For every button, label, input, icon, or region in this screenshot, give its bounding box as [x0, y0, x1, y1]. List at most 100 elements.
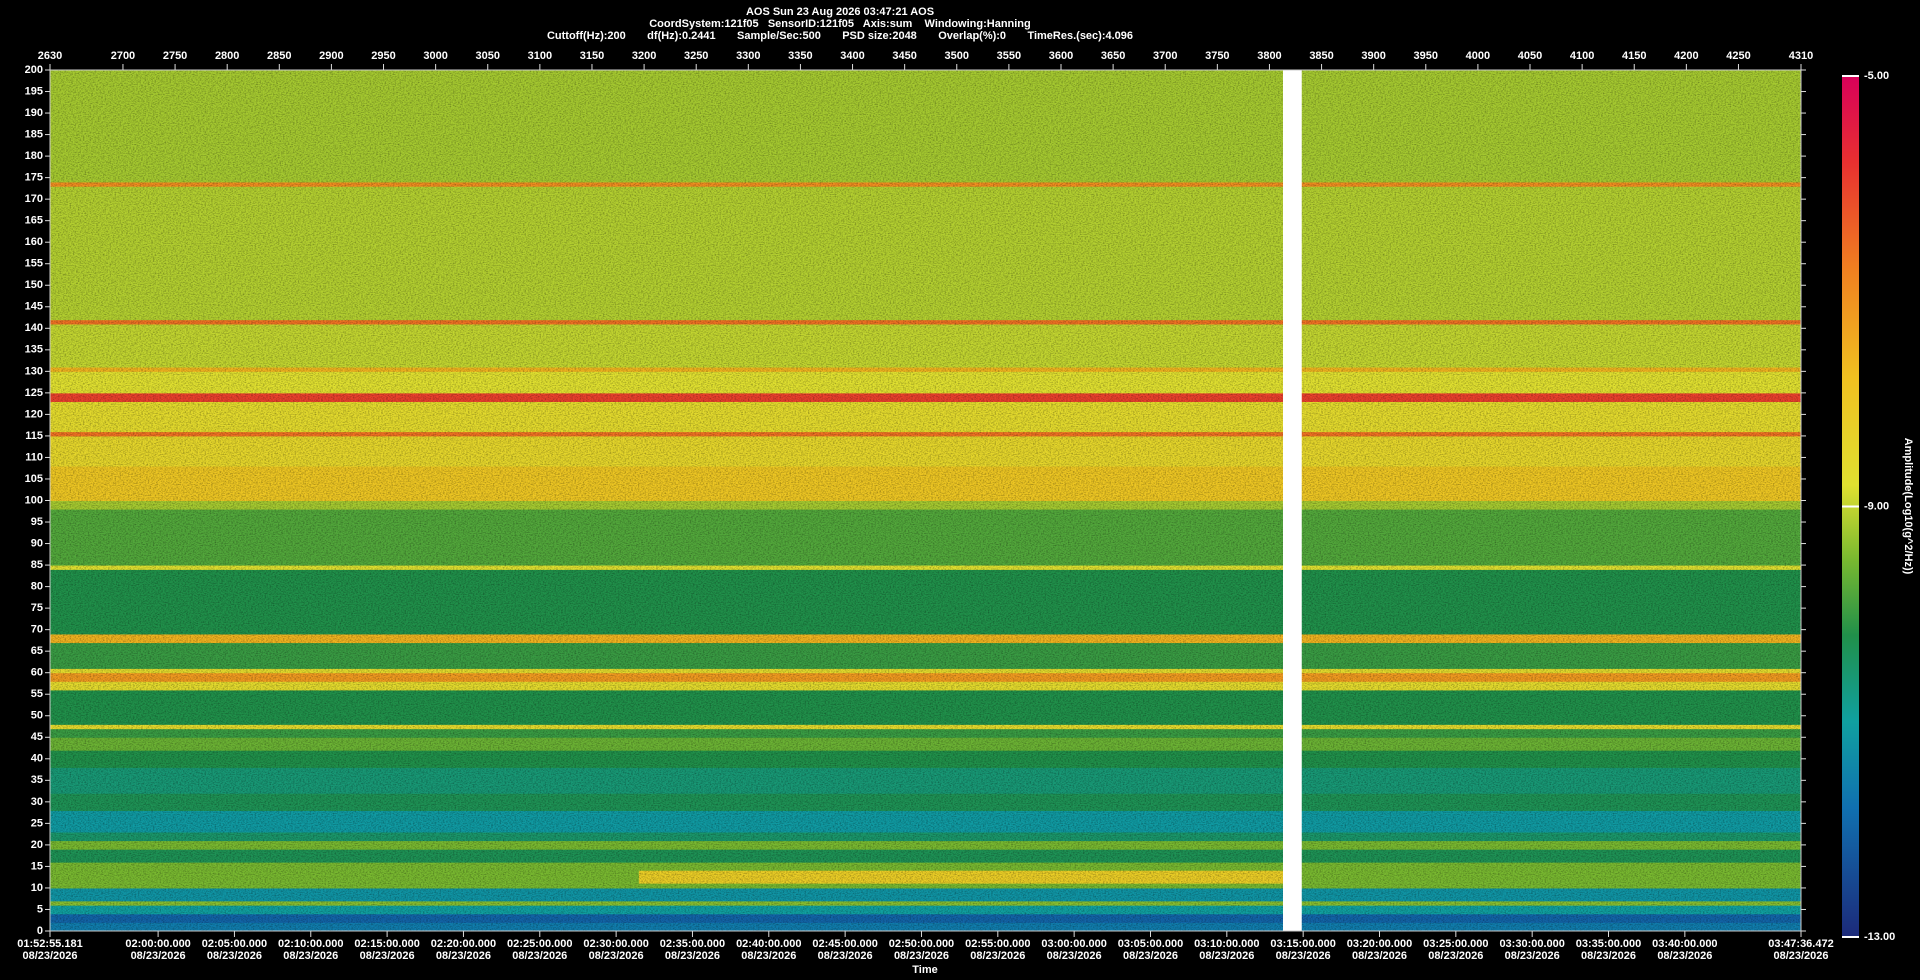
time-tick-date: 08/23/2026: [22, 950, 77, 962]
time-tick-date: 08/23/2026: [665, 950, 720, 962]
time-tick-label: 03:15:00.000: [1270, 938, 1335, 950]
y-tick-label: 105: [25, 473, 43, 485]
time-tick-label: 03:25:00.000: [1423, 938, 1488, 950]
y-tick-label: 165: [25, 215, 43, 227]
x-tick-label: 4150: [1622, 50, 1646, 62]
x-tick-label: 4250: [1726, 50, 1750, 62]
time-tick-date: 08/23/2026: [1505, 950, 1560, 962]
x-tick-label: 3200: [632, 50, 656, 62]
x-tick-label: 4310: [1789, 50, 1813, 62]
y-tick-label: 45: [31, 731, 43, 743]
x-tick-label: 3850: [1309, 50, 1333, 62]
x-tick-label: 3500: [945, 50, 969, 62]
x-tick-label: 3300: [736, 50, 760, 62]
y-tick-label: 150: [25, 279, 43, 291]
time-tick-label: 02:35:00.000: [660, 938, 725, 950]
y-tick-label: 155: [25, 258, 43, 270]
time-tick-date: 08/23/2026: [512, 950, 567, 962]
time-tick-date: 08/23/2026: [1657, 950, 1712, 962]
subtitle: CoordSystem:121f05 SensorID:121f05 Axis:…: [649, 18, 1031, 30]
time-tick-label: 02:20:00.000: [431, 938, 496, 950]
time-tick-label: 03:35:00.000: [1576, 938, 1641, 950]
x-tick-label: 2900: [319, 50, 343, 62]
time-tick-date: 08/23/2026: [436, 950, 491, 962]
y-tick-label: 35: [31, 774, 43, 786]
x-tick-label: 3000: [423, 50, 447, 62]
x-tick-label: 2950: [371, 50, 395, 62]
y-tick-label: 100: [25, 494, 43, 506]
y-tick-label: 5: [37, 903, 43, 915]
y-tick-label: 25: [31, 817, 43, 829]
colorbar-tick-label: -13.00: [1864, 931, 1895, 943]
x-tick-label: 3550: [997, 50, 1021, 62]
y-tick-label: 95: [31, 516, 43, 528]
time-tick-date: 08/23/2026: [1047, 950, 1102, 962]
time-tick-date: 08/23/2026: [1276, 950, 1331, 962]
x-tick-label: 3950: [1414, 50, 1438, 62]
time-tick-label: 03:47:36.472: [1768, 938, 1833, 950]
time-tick-date: 08/23/2026: [970, 950, 1025, 962]
x-tick-label: 3400: [840, 50, 864, 62]
y-tick-label: 140: [25, 322, 43, 334]
y-tick-label: 135: [25, 344, 43, 356]
time-tick-date: 08/23/2026: [894, 950, 949, 962]
texture: [50, 70, 1801, 931]
x-tick-label: 2630: [38, 50, 62, 62]
y-tick-label: 15: [31, 860, 43, 872]
x-tick-label: 4200: [1674, 50, 1698, 62]
y-tick-label: 170: [25, 193, 43, 205]
time-tick-date: 08/23/2026: [1352, 950, 1407, 962]
plot-area: [50, 70, 1801, 931]
time-tick-label: 02:15:00.000: [354, 938, 419, 950]
y-tick-label: 10: [31, 882, 43, 894]
time-tick-label: 03:30:00.000: [1499, 938, 1564, 950]
colorbar-tick-label: -9.00: [1864, 500, 1889, 512]
time-tick-label: 02:10:00.000: [278, 938, 343, 950]
time-tick-label: 02:55:00.000: [965, 938, 1030, 950]
time-tick-date: 08/23/2026: [360, 950, 415, 962]
x-tick-label: 3800: [1257, 50, 1281, 62]
x-tick-label: 3450: [892, 50, 916, 62]
time-tick-date: 08/23/2026: [1581, 950, 1636, 962]
y-tick-label: 190: [25, 107, 43, 119]
x-tick-label: 4100: [1570, 50, 1594, 62]
x-tick-label: 2750: [163, 50, 187, 62]
x-tick-label: 3700: [1153, 50, 1177, 62]
y-tick-label: 125: [25, 387, 43, 399]
colorbar-label: Amplitude(Log10(g^2/Hz)): [1902, 438, 1914, 575]
y-tick-label: 90: [31, 537, 43, 549]
x-tick-label: 3150: [580, 50, 604, 62]
x-tick-label: 2700: [111, 50, 135, 62]
time-tick-date: 08/23/2026: [589, 950, 644, 962]
data-gap: [1282, 70, 1302, 931]
x-tick-label: 3650: [1101, 50, 1125, 62]
y-tick-label: 85: [31, 559, 43, 571]
x-tick-label: 3750: [1205, 50, 1229, 62]
y-tick-label: 130: [25, 365, 43, 377]
y-tick-label: 55: [31, 688, 43, 700]
time-tick-label: 02:25:00.000: [507, 938, 572, 950]
time-tick-label: 03:00:00.000: [1041, 938, 1106, 950]
time-tick-label: 02:50:00.000: [889, 938, 954, 950]
y-tick-label: 180: [25, 150, 43, 162]
time-tick-date: 08/23/2026: [1773, 950, 1828, 962]
time-tick-date: 08/23/2026: [818, 950, 873, 962]
time-tick-date: 08/23/2026: [131, 950, 186, 962]
y-tick-label: 60: [31, 667, 43, 679]
x-tick-label: 3600: [1049, 50, 1073, 62]
time-tick-label: 02:45:00.000: [812, 938, 877, 950]
x-tick-label: 3050: [476, 50, 500, 62]
y-tick-label: 195: [25, 85, 43, 97]
time-tick-date: 08/23/2026: [741, 950, 796, 962]
time-tick-date: 08/23/2026: [283, 950, 338, 962]
time-tick-label: 02:00:00.000: [125, 938, 190, 950]
x-tick-label: 2850: [267, 50, 291, 62]
colorbar-tick-label: -5.00: [1864, 70, 1889, 82]
y-tick-label: 80: [31, 581, 43, 593]
y-tick-label: 175: [25, 172, 43, 184]
y-tick-label: 75: [31, 602, 43, 614]
time-tick-label: 03:05:00.000: [1118, 938, 1183, 950]
y-tick-label: 50: [31, 710, 43, 722]
x-tick-label: 2800: [215, 50, 239, 62]
